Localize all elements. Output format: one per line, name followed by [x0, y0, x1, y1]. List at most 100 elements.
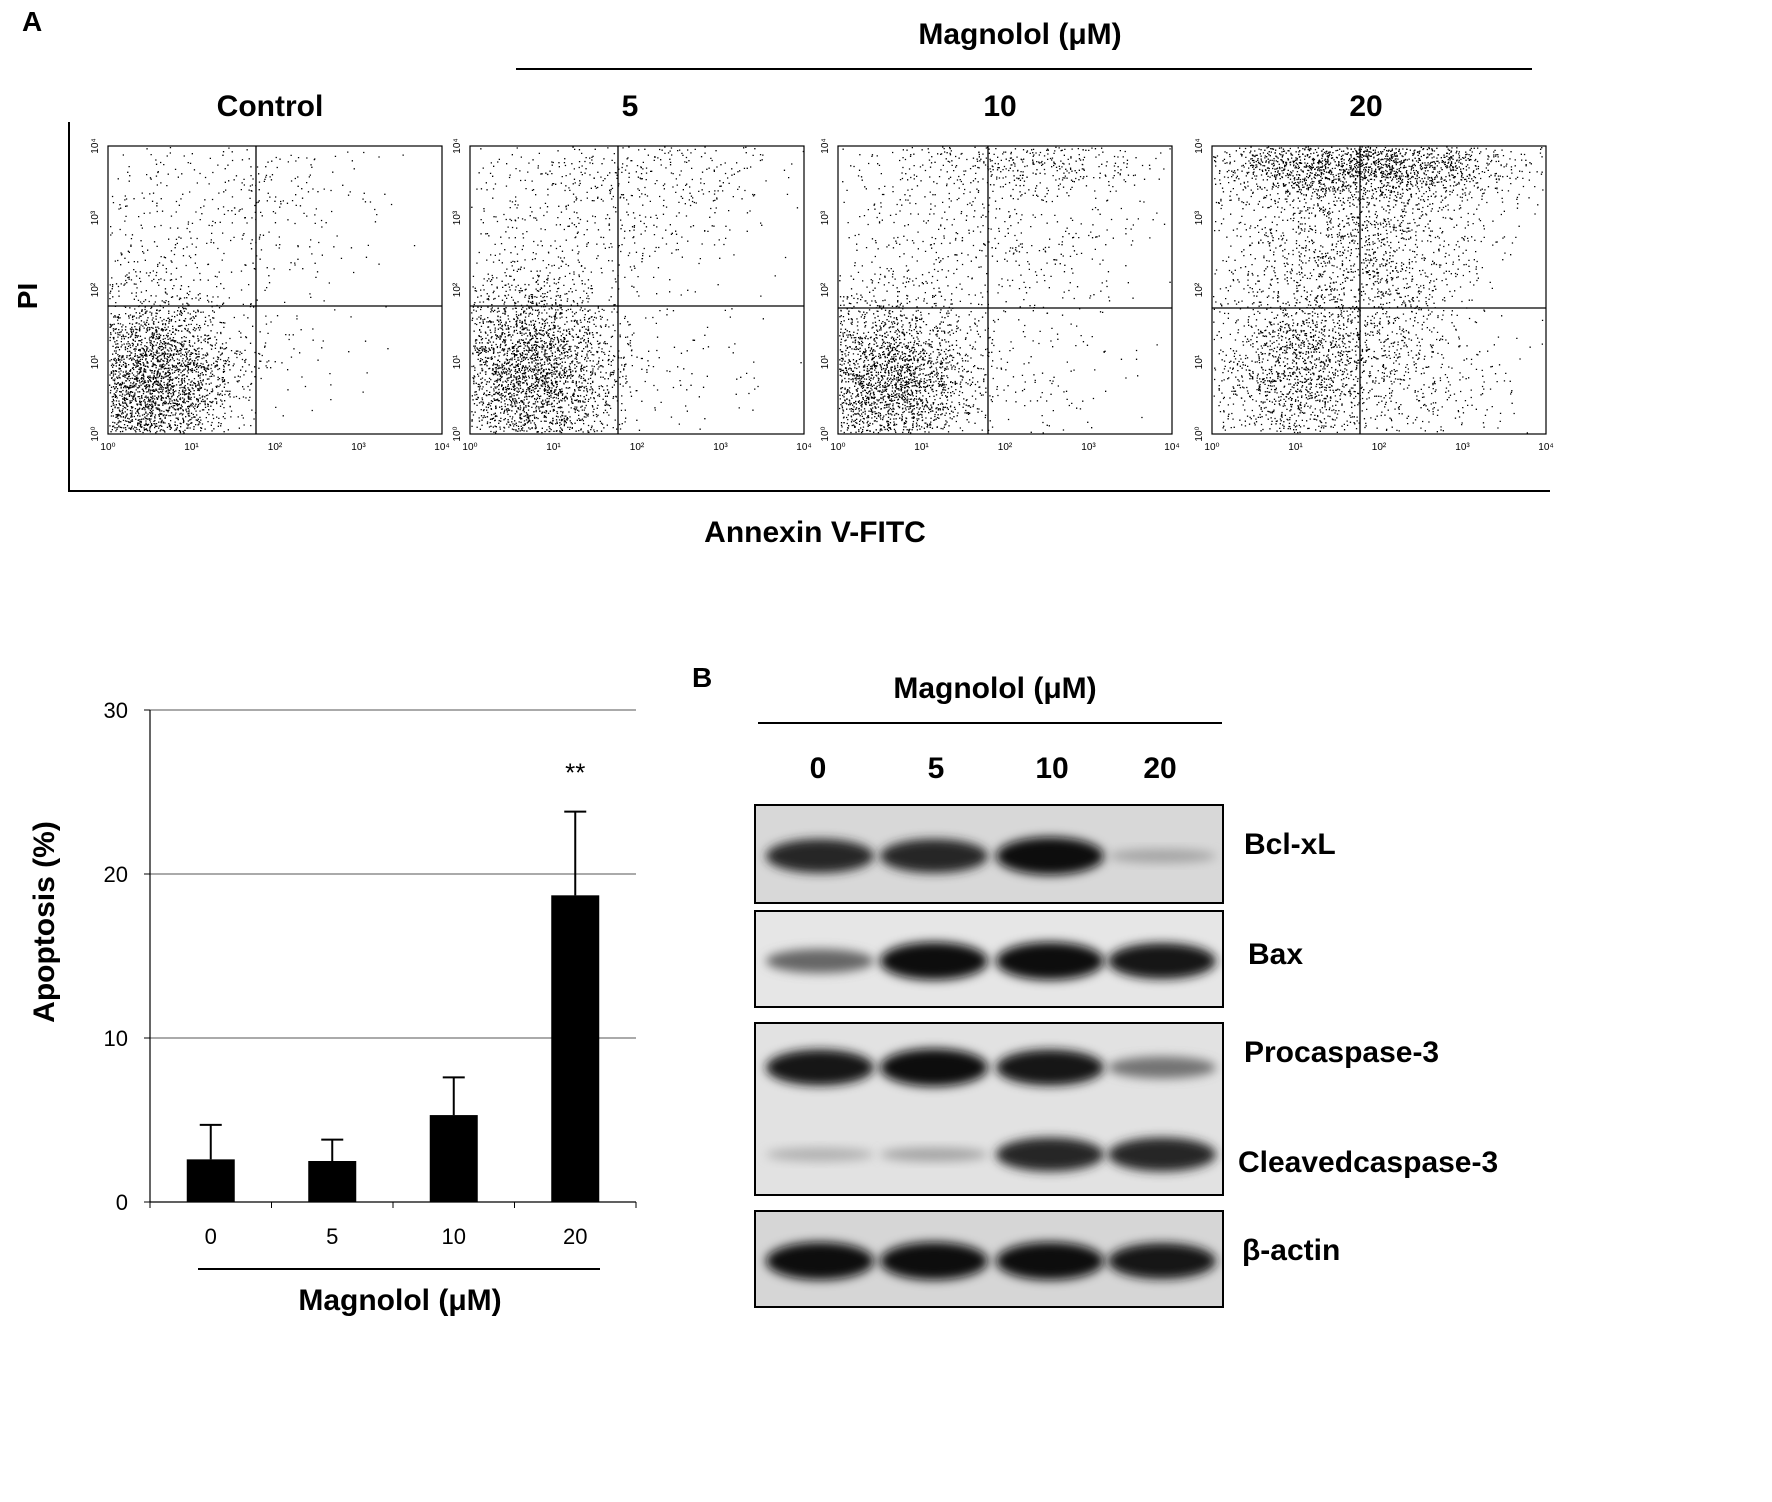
band-3 — [1108, 1056, 1216, 1079]
band-3 — [1108, 1243, 1216, 1279]
y-tick: 10³ — [90, 210, 101, 225]
blot-beta-actin — [754, 1210, 1224, 1308]
bar-10 — [429, 1115, 478, 1202]
band-3 — [1108, 849, 1216, 863]
y-tick: 10² — [452, 282, 463, 297]
y-tick: 10⁴ — [90, 138, 101, 153]
x-tick: 10² — [268, 442, 283, 453]
x-tick: 10⁴ — [796, 442, 811, 453]
x-tick: 10⁰ — [1204, 442, 1219, 453]
plot-title-20: 20 — [1349, 90, 1383, 123]
band-label-beta-actin: β-actin — [1242, 1234, 1341, 1267]
panel-b-header-rule — [758, 722, 1222, 724]
y-tick: 10² — [90, 282, 101, 297]
bar-chart-y-label: Apoptosis (%) — [28, 821, 61, 1023]
bar-chart-x-label: Magnolol (μM) — [298, 1284, 502, 1317]
significance-marker: ** — [565, 758, 585, 788]
blot-dose-10: 10 — [1035, 752, 1069, 785]
plot-title-5: 5 — [621, 90, 639, 123]
y-tick: 10¹ — [1194, 354, 1205, 369]
plot-title-10: 10 — [983, 90, 1017, 123]
y-tick: 10³ — [452, 210, 463, 225]
x-tick-label-10: 10 — [442, 1224, 466, 1249]
x-tick-label-5: 5 — [326, 1224, 338, 1249]
band-1 — [880, 942, 988, 980]
band-2 — [996, 1242, 1104, 1280]
band-0 — [766, 1147, 874, 1162]
y-tick: 10³ — [820, 210, 831, 225]
blot-dose-20: 20 — [1143, 752, 1177, 785]
x-tick-label-20: 20 — [563, 1224, 587, 1249]
x-tick: 10³ — [1081, 442, 1096, 453]
bands-bcl-xl — [766, 837, 1216, 875]
x-tick: 10³ — [713, 442, 728, 453]
x-tick: 10⁰ — [100, 442, 115, 453]
x-tick: 10¹ — [914, 442, 929, 453]
y-tick-label: 0 — [116, 1190, 128, 1215]
band-label-cleaved-caspase-3: Cleavedcaspase-3 — [1238, 1146, 1499, 1179]
x-tick: 10⁰ — [830, 442, 845, 453]
y-tick: 10² — [1194, 282, 1205, 297]
band-0 — [766, 949, 874, 973]
y-tick: 10⁰ — [452, 426, 463, 441]
panel-a-frame-bottom — [68, 490, 1550, 492]
y-tick-label: 20 — [104, 862, 128, 887]
x-tick: 10⁴ — [1164, 442, 1179, 453]
x-tick: 10² — [998, 442, 1013, 453]
x-tick: 10² — [1372, 442, 1387, 453]
band-0 — [766, 839, 874, 873]
band-label-procaspase-3: Procaspase-3 — [1244, 1036, 1440, 1069]
apoptosis-bar-chart: 0 10 20 30 0 5 10 20 ** — [104, 698, 637, 1249]
bands-procaspase-3 — [766, 1048, 1216, 1087]
band-1 — [880, 1242, 988, 1280]
x-tick-label-0: 0 — [205, 1224, 217, 1249]
y-tick: 10¹ — [820, 354, 831, 369]
band-1 — [880, 1147, 988, 1162]
y-tick: 10¹ — [90, 354, 101, 369]
x-tick: 10¹ — [546, 442, 561, 453]
bar-5 — [308, 1161, 357, 1202]
y-tick: 10⁴ — [820, 138, 831, 153]
blot-bcl-xl — [754, 804, 1224, 904]
y-tick: 10⁰ — [90, 426, 101, 441]
y-tick: 10³ — [1194, 210, 1205, 225]
band-2 — [996, 1049, 1104, 1086]
panel-b-letter: B — [692, 662, 713, 693]
x-tick: 10⁰ — [462, 442, 477, 453]
bands-bax — [766, 942, 1216, 980]
band-2 — [996, 942, 1104, 980]
band-1 — [880, 839, 988, 873]
x-axis-label-annexin: Annexin V-FITC — [704, 516, 926, 549]
panel-a-treatment-header: Magnolol (μM) — [918, 18, 1122, 51]
y-tick-label: 10 — [104, 1026, 128, 1051]
band-1 — [880, 1048, 988, 1087]
x-tick: 10¹ — [184, 442, 199, 453]
panel-a-header-rule — [516, 68, 1532, 70]
band-0 — [766, 1242, 874, 1280]
y-tick: 10⁴ — [452, 138, 463, 153]
bands-beta-actin — [766, 1242, 1216, 1280]
panel-a-frame-left — [68, 122, 70, 492]
plot-title-control: Control — [216, 90, 324, 123]
panel-a-letter: A — [22, 6, 43, 37]
blot-dose-0: 0 — [809, 752, 827, 785]
panel-b-treatment-header: Magnolol (μM) — [893, 672, 1097, 705]
blot-caspase-3 — [754, 1022, 1224, 1196]
y-tick: 10⁰ — [1194, 426, 1205, 441]
band-label-bax: Bax — [1248, 938, 1304, 971]
band-0 — [766, 1049, 874, 1086]
y-tick: 10¹ — [452, 354, 463, 369]
band-2 — [996, 1137, 1104, 1172]
x-tick: 10³ — [1455, 442, 1470, 453]
y-tick: 10⁰ — [820, 426, 831, 441]
band-3 — [1108, 1137, 1216, 1172]
band-label-bcl-xl: Bcl-xL — [1244, 828, 1336, 861]
x-tick: 10³ — [351, 442, 366, 453]
y-tick-label: 30 — [104, 698, 128, 723]
y-tick: 10² — [820, 282, 831, 297]
flow-cytometry-plots: 10⁰10⁰10¹10¹10²10²10³10³10⁴10⁴10⁰10⁰10¹1… — [90, 138, 1554, 453]
